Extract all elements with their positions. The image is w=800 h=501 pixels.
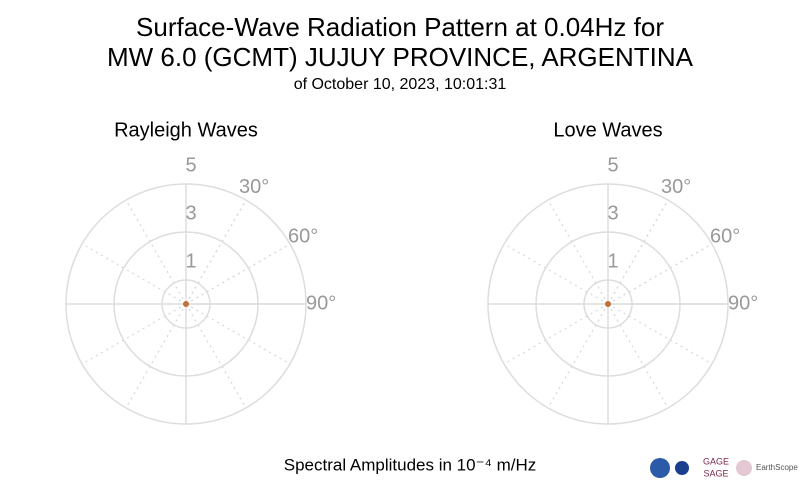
chart-title: Love Waves <box>553 119 662 141</box>
r-tick-label: 5 <box>185 154 196 176</box>
theta-grid-line <box>185 243 291 305</box>
logo-icon <box>736 460 752 476</box>
theta-tick-label: 30° <box>239 176 269 198</box>
r-tick-label: 3 <box>607 202 618 224</box>
spoke <box>547 303 609 409</box>
chart-title: Rayleigh Waves <box>114 119 258 141</box>
title-line: MW 6.0 (GCMT) JUJUY PROVINCE, ARGENTINA <box>107 42 694 72</box>
theta-tick-label: 30° <box>661 176 691 198</box>
logo-text: GAGE <box>703 456 729 466</box>
logo-text: EarthScope <box>756 463 798 472</box>
logo-text: SAGE <box>703 468 728 478</box>
r-grid-line <box>161 279 211 329</box>
spoke <box>81 243 187 305</box>
logo-icon <box>675 461 689 475</box>
r-grid-line <box>583 279 633 329</box>
spoke <box>185 303 291 365</box>
spoke <box>503 303 609 365</box>
theta-grid-line <box>607 243 713 305</box>
r-grid-line <box>487 183 729 425</box>
spoke <box>125 303 187 409</box>
r-tick-label: 3 <box>185 202 196 224</box>
spoke <box>607 303 713 365</box>
spoke <box>185 303 247 409</box>
data-point <box>183 301 189 307</box>
r-tick-label: 5 <box>607 154 618 176</box>
data-point <box>605 301 611 307</box>
r-tick-label: 1 <box>185 250 196 272</box>
r-tick-label: 1 <box>607 250 618 272</box>
theta-grid-line <box>607 199 669 305</box>
theta-tick-label: 60° <box>710 225 740 247</box>
r-grid-line <box>535 231 681 377</box>
spoke <box>607 303 669 409</box>
theta-grid-line <box>185 199 247 305</box>
spoke <box>503 243 609 305</box>
r-grid-line <box>65 183 307 425</box>
x-label: Spectral Amplitudes in 10⁻⁴ m/Hz <box>284 455 537 474</box>
title-line: Surface-Wave Radiation Pattern at 0.04Hz… <box>136 12 664 42</box>
theta-tick-label: 60° <box>288 225 318 247</box>
spoke <box>81 303 187 365</box>
theta-tick-label: 90° <box>306 292 336 314</box>
spoke <box>125 199 187 305</box>
r-grid-line <box>113 231 259 377</box>
spoke <box>547 199 609 305</box>
subtitle: of October 10, 2023, 10:01:31 <box>294 76 507 93</box>
logo-icon <box>650 458 670 478</box>
theta-tick-label: 90° <box>728 292 758 314</box>
